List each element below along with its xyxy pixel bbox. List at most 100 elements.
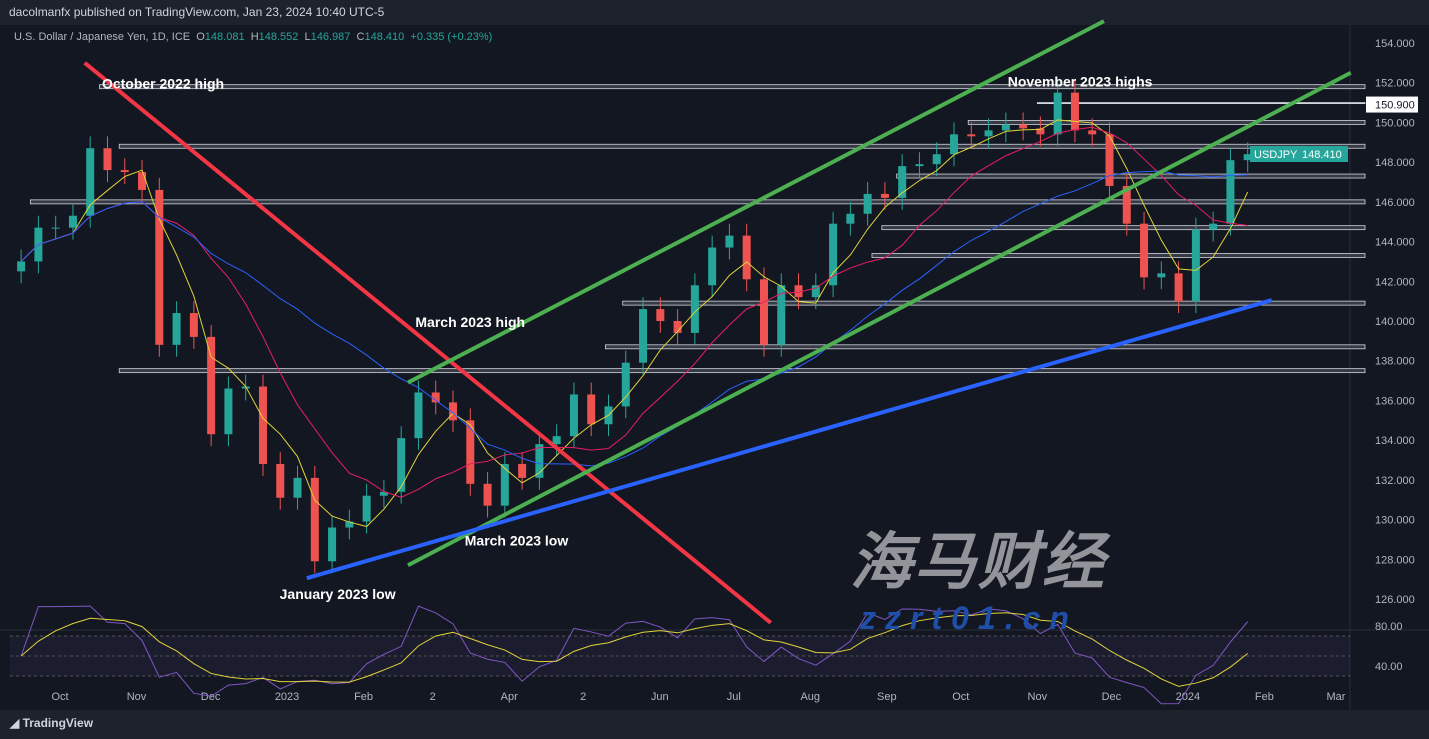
candle-body	[880, 193, 889, 198]
y-tick-label: 126.000	[1375, 594, 1415, 606]
x-tick-label: 2023	[275, 691, 299, 703]
annotation-label: January 2023 low	[280, 586, 396, 602]
price-chart[interactable]: 154.000 152.000 150.000 148.000 146.000 144.0…	[0, 0, 1429, 710]
y-tick-label: 146.000	[1375, 197, 1415, 209]
candle-body	[224, 388, 233, 435]
candle-body	[811, 285, 820, 298]
y-tick-label: 128.000	[1375, 554, 1415, 566]
candle-body	[276, 463, 285, 498]
candle-body	[1088, 130, 1097, 135]
annotation-label: March 2023 low	[465, 532, 569, 548]
horizontal-level	[118, 368, 1366, 374]
candle-body	[639, 309, 648, 363]
horizontal-level	[605, 344, 1366, 350]
x-tick-label: Jul	[727, 691, 741, 703]
x-tick-label: Dec	[201, 691, 221, 703]
candle-body	[829, 223, 838, 286]
tradingview-logo[interactable]: ◢ TradingView	[10, 716, 93, 730]
horizontal-level	[118, 143, 1366, 149]
y-tick-label: 130.000	[1375, 515, 1415, 527]
low-label: L	[304, 31, 311, 43]
trendline	[306, 298, 1273, 581]
candle-body	[932, 154, 941, 165]
x-tick-label: Feb	[354, 691, 373, 703]
candle-body	[984, 130, 993, 137]
x-tick-label: Sep	[877, 691, 897, 703]
x-tick-label: Apr	[501, 691, 518, 703]
last-price-tag	[1250, 146, 1348, 163]
low-value: 146.987	[310, 31, 351, 43]
candle-body	[17, 261, 26, 272]
horizontal-level	[29, 199, 1366, 205]
candle-body	[345, 521, 354, 528]
ma-mid-line	[20, 126, 1248, 498]
candle-body	[950, 134, 959, 155]
x-tick-label: 2	[430, 691, 436, 703]
annotation-label: October 2022 high	[102, 76, 224, 92]
candle-body	[725, 235, 734, 248]
candle-body	[103, 148, 112, 171]
x-tick-label: Nov	[1028, 691, 1048, 703]
candle-body	[1243, 154, 1252, 161]
candle-body	[967, 134, 976, 137]
candle-body	[189, 313, 198, 337]
candle-body	[1209, 223, 1218, 230]
annotation-label: November 2023 highs	[1008, 74, 1153, 90]
candle-body	[794, 285, 803, 298]
candle-body	[777, 285, 786, 345]
x-tick-label: Feb	[1255, 691, 1274, 703]
candle-body	[535, 444, 544, 478]
trendline	[83, 61, 773, 625]
candle-body	[293, 477, 302, 498]
x-tick-label: Nov	[127, 691, 147, 703]
candle-body	[379, 491, 388, 496]
candle-body	[258, 386, 267, 464]
candle-body	[621, 362, 630, 407]
candle-body	[915, 164, 924, 167]
symbol-name: U.S. Dollar / Japanese Yen, 1D, ICE	[14, 31, 191, 43]
open-value: 148.081	[204, 31, 245, 43]
y-tick-label: 148.000	[1375, 157, 1415, 169]
candle-body	[449, 402, 458, 421]
x-tick-label: 2024	[1176, 691, 1200, 703]
last-price-value: 148.410	[1302, 149, 1342, 161]
close-label: C	[356, 31, 365, 43]
y-tick-label: 142.000	[1375, 276, 1415, 288]
y-tick-label: 140.000	[1375, 316, 1415, 328]
horizontal-level	[622, 300, 1366, 306]
candle-body	[1105, 134, 1114, 186]
publish-info: dacolmanfx published on TradingView.com,…	[9, 5, 385, 19]
level-price-tag	[1366, 96, 1418, 113]
candle-body	[1001, 124, 1010, 131]
candle-body	[120, 170, 129, 173]
x-tick-label: 2	[580, 691, 586, 703]
candle-body	[690, 285, 699, 333]
candle-body	[552, 436, 561, 445]
x-tick-label: Oct	[952, 691, 969, 703]
trendline	[407, 19, 1105, 385]
watermark-cn: 海马财经	[850, 528, 1107, 597]
candle-body	[759, 279, 768, 345]
candle-body	[1070, 92, 1079, 131]
y-tick-label: 144.000	[1375, 237, 1415, 249]
candle-body	[1122, 185, 1131, 224]
candle-body	[1226, 160, 1235, 224]
horizontal-level	[881, 225, 1366, 231]
horizontal-level	[967, 120, 1366, 125]
candle-body	[1191, 229, 1200, 302]
symbol-legend: U.S. Dollar / Japanese Yen, 1D, ICE O148…	[14, 31, 492, 43]
candle-body	[1036, 128, 1045, 135]
candle-body	[518, 463, 527, 478]
candle-body	[500, 463, 509, 506]
candle-body	[863, 193, 872, 214]
candle-body	[362, 495, 371, 522]
level-price-label: 150.900	[1375, 100, 1415, 112]
rsi-tick-label: 80.00	[1375, 621, 1403, 633]
candle-body	[414, 392, 423, 439]
candle-body	[51, 227, 60, 229]
candle-body	[569, 394, 578, 437]
candle-body	[431, 392, 440, 403]
logo-icon: ◢	[10, 716, 23, 730]
ma-slow-line	[20, 170, 1248, 467]
chart-panel[interactable]	[0, 25, 1429, 710]
